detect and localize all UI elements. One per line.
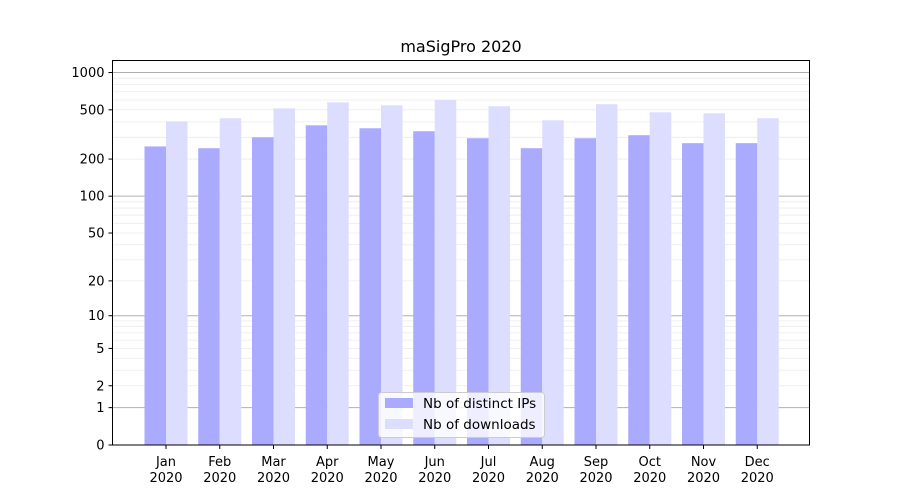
bar-downloads <box>166 121 188 445</box>
y-tick-label: 2 <box>96 379 104 394</box>
bar-downloads <box>273 108 295 445</box>
y-tick-label: 50 <box>88 227 105 242</box>
x-tick-label: Jun 2020 <box>418 455 451 486</box>
y-axis: 0 1 2 5 10 20 50 100 200 500 1000 <box>71 66 113 454</box>
x-tick-label: Sep 2020 <box>579 455 612 486</box>
y-tick-label: 500 <box>80 103 105 118</box>
bar-downloads <box>649 112 672 446</box>
y-tick-label: 1000 <box>71 66 104 81</box>
legend-label-ips: Nb of distinct IPs <box>423 396 536 412</box>
bar-downloads <box>381 105 403 446</box>
legend-box <box>378 392 545 438</box>
bar-downloads <box>327 102 349 446</box>
y-tick-label: 5 <box>96 342 104 357</box>
y-tick-label: 1 <box>96 401 104 416</box>
legend-label-downloads: Nb of downloads <box>423 417 536 433</box>
x-tick-label: Dec 2020 <box>741 455 774 486</box>
y-tick-label: 0 <box>96 439 104 454</box>
bar-distinct-ips <box>682 143 704 446</box>
bar-distinct-ips <box>198 148 220 445</box>
legend-swatch-downloads <box>385 419 413 429</box>
bar-downloads <box>596 104 618 445</box>
chart-title: maSigPro 2020 <box>400 37 521 56</box>
bars <box>144 99 779 446</box>
bar-distinct-ips <box>467 138 489 445</box>
x-tick-label: Mar 2020 <box>257 455 290 486</box>
legend: Nb of distinct IPs Nb of downloads <box>378 392 545 438</box>
bar-distinct-ips <box>413 131 435 446</box>
bar-downloads <box>542 120 564 445</box>
bar-distinct-ips <box>574 138 596 445</box>
plot-frame <box>112 60 810 446</box>
bar-distinct-ips <box>252 137 274 445</box>
x-tick-label: Apr 2020 <box>311 455 344 486</box>
x-tick-label: May 2020 <box>364 455 397 486</box>
bar-distinct-ips <box>305 125 328 446</box>
y-tick-label: 20 <box>88 274 105 289</box>
bar-distinct-ips <box>359 128 381 445</box>
y-tick-label: 10 <box>88 309 105 324</box>
bar-distinct-ips <box>144 146 166 445</box>
bar-downloads <box>703 113 725 445</box>
bar-downloads <box>434 99 457 445</box>
x-axis: Jan 2020 Feb 2020 Mar 2020 Apr 2020 May 2020 Jun 20… <box>149 445 774 486</box>
x-tick-label: Jan 2020 <box>149 455 182 486</box>
x-tick-label: Aug 2020 <box>526 455 559 486</box>
x-tick-label: Feb 2020 <box>203 455 236 486</box>
y-tick-label: 200 <box>80 153 105 168</box>
bar-downloads <box>488 106 510 446</box>
bar-distinct-ips <box>628 135 650 445</box>
legend-swatch-ips <box>385 398 413 408</box>
x-tick-label: Oct 2020 <box>633 455 666 486</box>
bar-downloads <box>219 118 242 446</box>
x-tick-label: Nov 2020 <box>687 455 720 486</box>
bar-downloads <box>757 118 779 446</box>
y-tick-label: 100 <box>80 190 105 205</box>
bar-distinct-ips <box>520 148 543 445</box>
x-tick-label: Jul 2020 <box>472 455 505 486</box>
bar-distinct-ips <box>735 143 758 446</box>
